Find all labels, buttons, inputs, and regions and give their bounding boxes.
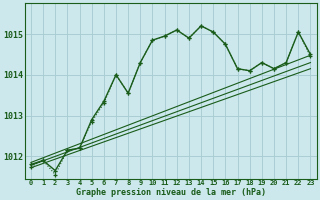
X-axis label: Graphe pression niveau de la mer (hPa): Graphe pression niveau de la mer (hPa) [76, 188, 266, 197]
